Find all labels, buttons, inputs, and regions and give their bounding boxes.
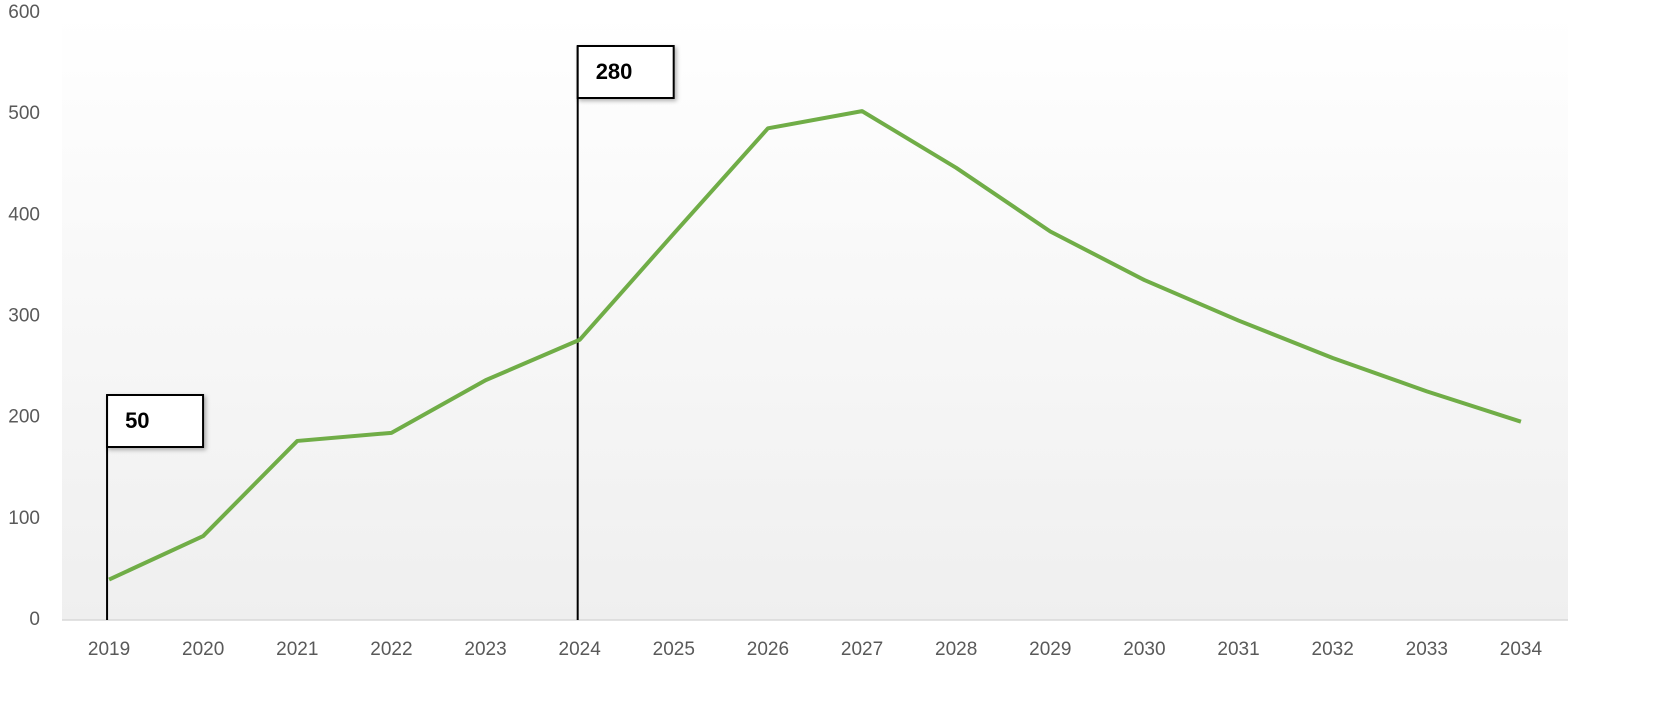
annotation-box [576, 45, 675, 99]
x-tick-label: 2024 [559, 639, 602, 660]
x-tick-label: 2027 [841, 639, 883, 660]
y-tick-label: 300 [8, 306, 40, 327]
x-tick-label: 2020 [182, 639, 224, 660]
y-tick-label: 0 [29, 609, 40, 630]
x-tick-label: 2032 [1312, 639, 1354, 660]
x-tick-label: 2022 [370, 639, 412, 660]
x-tick-label: 2019 [88, 639, 130, 660]
annotation-box [106, 394, 205, 448]
x-tick-label: 2031 [1217, 639, 1259, 660]
x-tick-label: 2023 [464, 639, 506, 660]
y-tick-label: 400 [8, 204, 40, 225]
y-tick-label: 100 [8, 508, 40, 529]
annotation-text: 280 [596, 59, 633, 84]
plot-area [62, 13, 1568, 620]
x-tick-label: 2029 [1029, 639, 1071, 660]
y-tick-label: 200 [8, 407, 40, 428]
y-tick-label: 600 [8, 2, 40, 23]
x-tick-label: 2028 [935, 639, 977, 660]
y-tick-label: 500 [8, 103, 40, 124]
x-tick-label: 2021 [276, 639, 318, 660]
x-tick-label: 2034 [1500, 639, 1543, 660]
data-line [108, 109, 1522, 582]
annotation-text: 50 [125, 408, 149, 433]
x-tick-label: 2025 [653, 639, 695, 660]
x-tick-label: 2026 [747, 639, 789, 660]
x-tick-label: 2033 [1406, 639, 1448, 660]
x-tick-label: 2030 [1123, 639, 1165, 660]
